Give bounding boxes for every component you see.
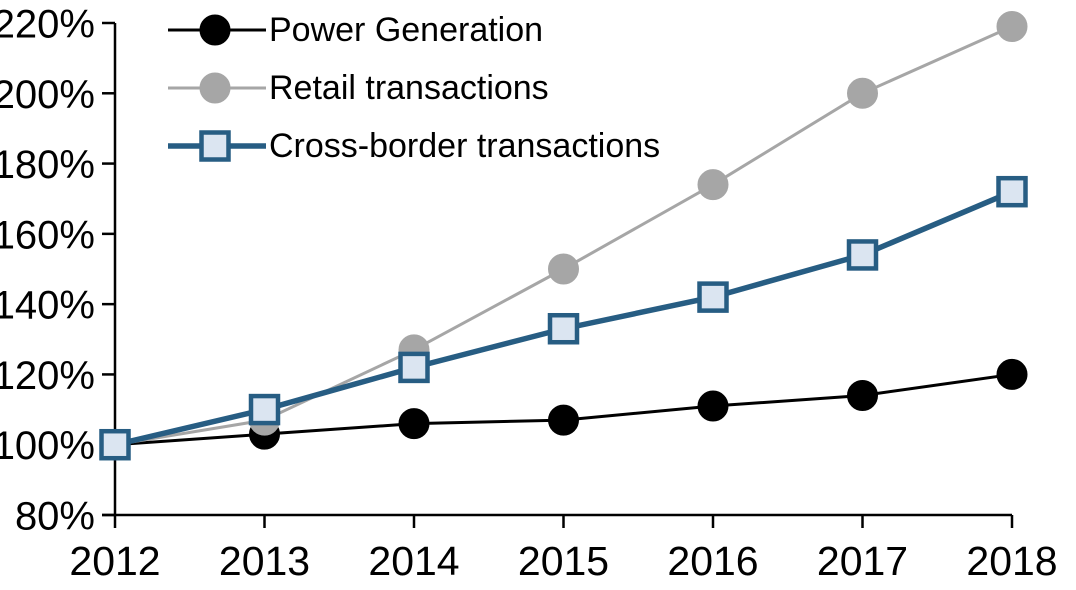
data-point-marker-cross-border-transactions (996, 175, 1028, 208)
data-point-marker-power-generation (548, 404, 579, 436)
legend-marker-retail-transactions (168, 72, 266, 104)
x-tick-label: 2016 (667, 538, 758, 584)
data-point-marker-cross-border-transactions (697, 281, 729, 313)
y-tick-label: 100% (0, 424, 95, 468)
y-tick-label: 140% (0, 284, 95, 328)
legend-label-retail-transactions: Retail transactions (269, 68, 549, 107)
legend-marker-cross-border-transactions (168, 130, 266, 162)
data-point-marker-retail-transactions (697, 169, 729, 201)
chart-legend: Power Generation Retail transactions Cross… (168, 1, 660, 175)
x-tick-label: 2012 (69, 538, 160, 584)
x-tick-label: 2018 (966, 538, 1057, 584)
x-tick-label: 2015 (518, 538, 609, 584)
y-tick-label: 80% (15, 495, 95, 539)
data-point-marker-power-generation (398, 408, 430, 440)
x-tick-label: 2017 (817, 538, 908, 584)
x-tick-label: 2013 (219, 538, 310, 584)
legend-label-cross-border-transactions: Cross-border transactions (269, 126, 661, 165)
legend-item-cross-border-transactions: Cross-border transactions (168, 117, 660, 175)
data-point-marker-cross-border-transactions (248, 393, 281, 426)
data-point-marker-power-generation (697, 390, 729, 422)
legend-marker-power-generation (168, 14, 266, 46)
data-point-marker-cross-border-transactions (99, 428, 131, 461)
data-point-marker-retail-transactions (996, 11, 1028, 43)
legend-label-power-generation: Power Generation (269, 10, 544, 49)
data-point-marker-retail-transactions (548, 253, 579, 285)
x-tick-label: 2014 (368, 538, 459, 584)
data-point-marker-power-generation (847, 380, 878, 412)
y-tick-label: 120% (0, 354, 95, 398)
data-point-marker-retail-transactions (847, 77, 878, 109)
y-tick-label: 200% (0, 73, 95, 117)
y-tick-label: 180% (0, 143, 95, 187)
data-point-marker-cross-border-transactions (547, 312, 580, 345)
legend-item-retail-transactions: Retail transactions (168, 59, 660, 117)
legend-item-power-generation: Power Generation (168, 1, 660, 59)
y-tick-label: 220% (0, 3, 95, 47)
y-tick-label: 160% (0, 213, 95, 257)
data-point-marker-power-generation (996, 358, 1028, 390)
data-point-marker-cross-border-transactions (846, 239, 879, 271)
data-point-marker-cross-border-transactions (398, 351, 430, 384)
